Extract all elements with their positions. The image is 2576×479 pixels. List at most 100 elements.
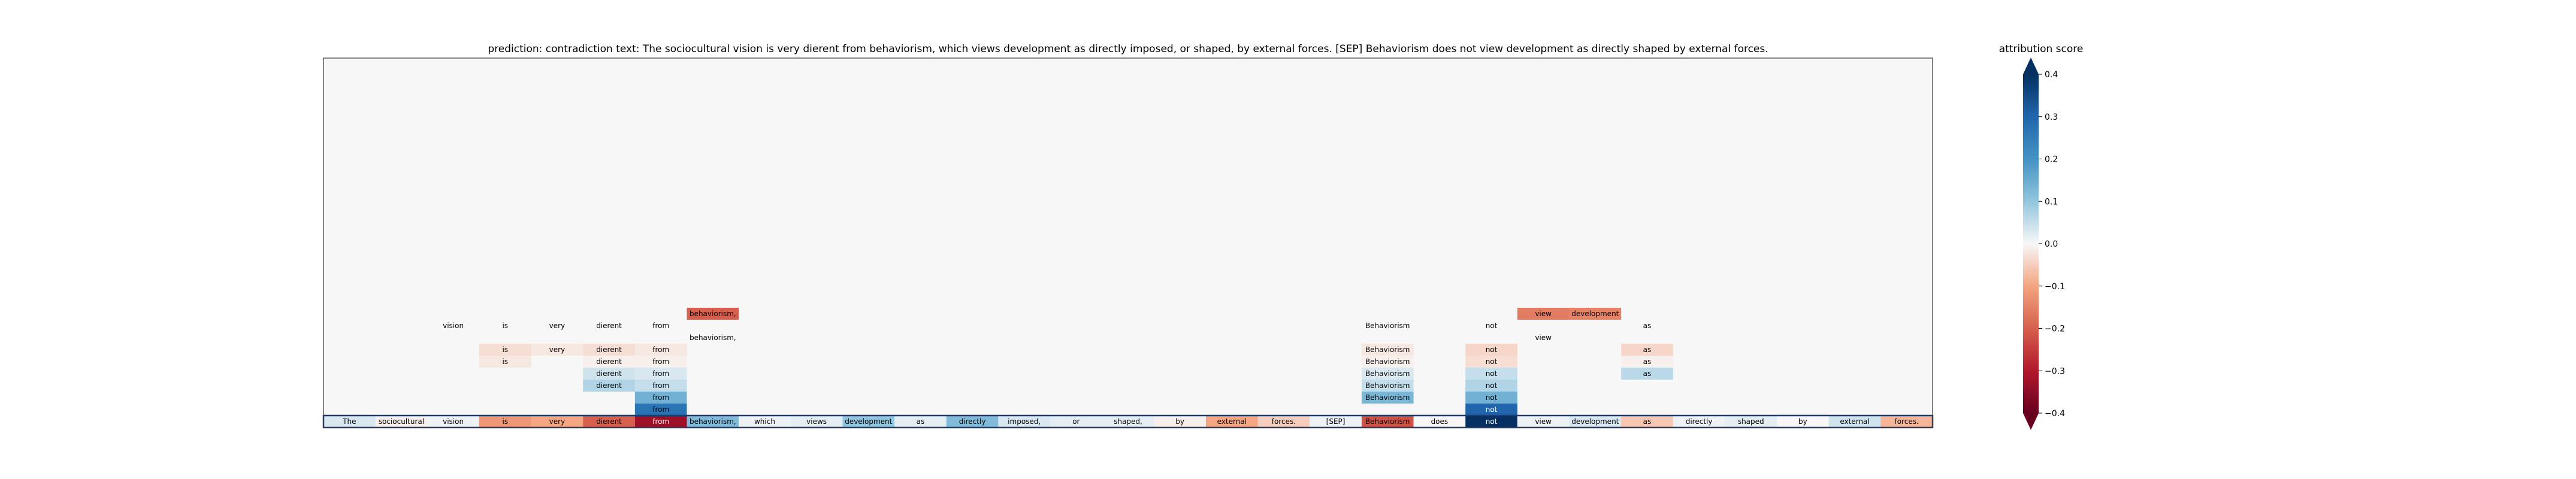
attribution-label: not bbox=[1486, 381, 1498, 390]
attribution-label: from bbox=[652, 357, 669, 366]
attribution-label: from bbox=[652, 345, 669, 354]
attribution-label: Behaviorism bbox=[1365, 345, 1410, 354]
token-cell bbox=[375, 416, 428, 428]
token-cell bbox=[1413, 416, 1466, 428]
token-label: as bbox=[1643, 417, 1652, 426]
plot-frame bbox=[323, 57, 1933, 428]
token-cell bbox=[1621, 416, 1673, 428]
attribution-cell bbox=[1621, 344, 1673, 356]
token-cell bbox=[1517, 416, 1570, 428]
attribution-label: from bbox=[652, 393, 669, 402]
token-cell bbox=[1725, 416, 1777, 428]
attribution-cell bbox=[479, 344, 531, 356]
attribution-cell bbox=[1465, 320, 1517, 332]
attribution-cell bbox=[427, 320, 479, 332]
plot-background bbox=[323, 58, 1933, 428]
attribution-cell bbox=[583, 320, 635, 332]
attribution-label: not bbox=[1486, 405, 1498, 414]
attribution-label: Behaviorism bbox=[1365, 357, 1410, 366]
attribution-label: not bbox=[1486, 393, 1498, 402]
attribution-cell bbox=[1361, 344, 1414, 356]
colorbar-label: attribution score bbox=[1999, 43, 2084, 55]
attribution-cell bbox=[634, 380, 687, 392]
attribution-label: Behaviorism bbox=[1365, 381, 1410, 390]
attribution-label: is bbox=[502, 357, 508, 366]
attribution-label: view bbox=[1535, 334, 1552, 342]
token-cell bbox=[842, 416, 895, 428]
token-label: [SEP] bbox=[1326, 417, 1346, 426]
token-label: shaped, bbox=[1114, 417, 1142, 426]
attribution-label: development bbox=[1571, 310, 1619, 318]
attribution-cell bbox=[1465, 356, 1517, 368]
attribution-label: Behaviorism bbox=[1365, 393, 1410, 402]
attribution-label: as bbox=[1643, 345, 1652, 354]
token-cell bbox=[1361, 416, 1414, 428]
token-cell bbox=[1777, 416, 1829, 428]
token-cell bbox=[790, 416, 843, 428]
attribution-cell bbox=[1465, 368, 1517, 380]
attribution-cell bbox=[1569, 308, 1622, 320]
token-label: Behaviorism bbox=[1365, 417, 1410, 426]
attribution-cell bbox=[634, 320, 687, 332]
token-label: which bbox=[754, 417, 775, 426]
chart-title: prediction: contradiction text: The soci… bbox=[488, 43, 1768, 55]
attribution-label: behaviorism, bbox=[690, 334, 736, 342]
token-label: view bbox=[1535, 417, 1552, 426]
attribution-cell bbox=[1621, 320, 1673, 332]
attribution-cell bbox=[1517, 332, 1570, 344]
attribution-cell bbox=[1361, 356, 1414, 368]
colorbar-tick-label: −0.1 bbox=[2045, 282, 2065, 292]
attribution-cell bbox=[1465, 344, 1517, 356]
attribution-cell bbox=[1621, 356, 1673, 368]
attribution-cell bbox=[583, 344, 635, 356]
token-cell bbox=[739, 416, 791, 428]
token-cell bbox=[1465, 416, 1517, 428]
token-cell bbox=[1050, 416, 1102, 428]
token-cell bbox=[894, 416, 947, 428]
attribution-cell bbox=[479, 356, 531, 368]
attribution-cell bbox=[583, 368, 635, 380]
token-label: external bbox=[1217, 417, 1247, 426]
attribution-label: from bbox=[652, 322, 669, 330]
colorbar-min-extend bbox=[2023, 413, 2039, 430]
token-cell bbox=[1310, 416, 1362, 428]
attribution-label: not bbox=[1486, 357, 1498, 366]
attribution-cell bbox=[687, 308, 739, 320]
token-label: very bbox=[549, 417, 566, 426]
attribution-cell bbox=[687, 332, 739, 344]
token-label: dierent bbox=[596, 417, 622, 426]
colorbar-max-extend bbox=[2023, 57, 2039, 74]
token-label: views bbox=[806, 417, 827, 426]
token-label: by bbox=[1798, 417, 1807, 426]
token-label: forces. bbox=[1272, 417, 1296, 426]
attribution-label: dierent bbox=[596, 345, 622, 354]
attribution-cell bbox=[634, 368, 687, 380]
token-label: development bbox=[1571, 417, 1619, 426]
attribution-label: dierent bbox=[596, 357, 622, 366]
token-cell bbox=[687, 416, 739, 428]
token-cell bbox=[1102, 416, 1154, 428]
token-label: does bbox=[1431, 417, 1449, 426]
attribution-label: not bbox=[1486, 345, 1498, 354]
token-label: development bbox=[845, 417, 892, 426]
token-cell bbox=[1154, 416, 1206, 428]
attribution-label: behaviorism, bbox=[690, 310, 736, 318]
attribution-label: very bbox=[549, 322, 566, 330]
token-cell bbox=[1880, 416, 1933, 428]
token-cell bbox=[1205, 416, 1258, 428]
attribution-label: is bbox=[502, 345, 508, 354]
attribution-label: view bbox=[1535, 310, 1552, 318]
attribution-cell bbox=[531, 320, 583, 332]
token-cell bbox=[323, 416, 376, 428]
token-label: from bbox=[652, 417, 669, 426]
token-label: directly bbox=[959, 417, 986, 426]
colorbar-tick-label: 0.3 bbox=[2045, 113, 2058, 122]
token-label: by bbox=[1175, 417, 1184, 426]
attribution-cell bbox=[1465, 380, 1517, 392]
colorbar-tick-label: −0.3 bbox=[2045, 366, 2065, 376]
attribution-label: from bbox=[652, 405, 669, 414]
token-label: shaped bbox=[1738, 417, 1764, 426]
token-cell bbox=[1569, 416, 1622, 428]
attribution-label: Behaviorism bbox=[1365, 322, 1410, 330]
